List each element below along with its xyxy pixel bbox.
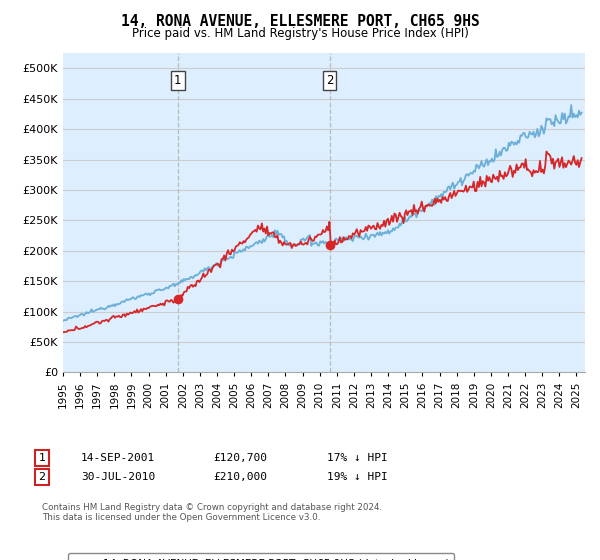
Legend: 14, RONA AVENUE, ELLESMERE PORT, CH65 9HS (detached house), HPI: Average price, : 14, RONA AVENUE, ELLESMERE PORT, CH65 9H… <box>68 553 454 560</box>
Text: 1: 1 <box>38 453 46 463</box>
Text: 1: 1 <box>174 74 182 87</box>
Text: £120,700: £120,700 <box>213 453 267 463</box>
Text: 19% ↓ HPI: 19% ↓ HPI <box>327 472 388 482</box>
Text: 17% ↓ HPI: 17% ↓ HPI <box>327 453 388 463</box>
Text: Price paid vs. HM Land Registry's House Price Index (HPI): Price paid vs. HM Land Registry's House … <box>131 27 469 40</box>
Text: 14-SEP-2001: 14-SEP-2001 <box>81 453 155 463</box>
Text: 2: 2 <box>38 472 46 482</box>
Text: £210,000: £210,000 <box>213 472 267 482</box>
Text: Contains HM Land Registry data © Crown copyright and database right 2024.
This d: Contains HM Land Registry data © Crown c… <box>42 503 382 522</box>
Text: 14, RONA AVENUE, ELLESMERE PORT, CH65 9HS: 14, RONA AVENUE, ELLESMERE PORT, CH65 9H… <box>121 14 479 29</box>
Text: 30-JUL-2010: 30-JUL-2010 <box>81 472 155 482</box>
Text: 2: 2 <box>326 74 334 87</box>
